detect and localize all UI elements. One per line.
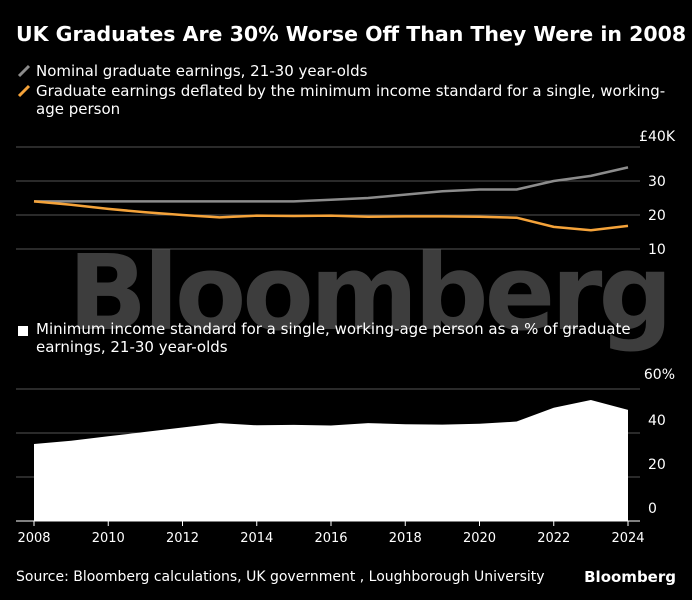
bottom-y-tick-label: 0: [648, 501, 657, 517]
legend-label-deflated: Graduate earnings deflated by the minimu…: [36, 82, 666, 118]
legend-label-nominal: Nominal graduate earnings, 21-30 year-ol…: [36, 62, 368, 80]
x-tick-label: 2012: [166, 531, 199, 546]
brand-logo: Bloomberg: [584, 568, 676, 586]
top-y-tick-label: 20: [648, 208, 666, 224]
legend-swatch-deflated: [17, 84, 31, 98]
legend-item-mis-share: Minimum income standard for a single, wo…: [16, 320, 656, 356]
x-tick-label: 2010: [92, 531, 125, 546]
deflated-earnings-line: [33, 200, 629, 232]
bottom-y-tick-label: 20: [648, 457, 666, 473]
legend-label-mis-share: Minimum income standard for a single, wo…: [36, 320, 631, 356]
x-tick-label: 2016: [314, 531, 347, 546]
top-y-tick-label: 30: [648, 174, 666, 190]
nominal-earnings-line: [34, 166, 629, 203]
chart-title: UK Graduates Are 30% Worse Off Than They…: [16, 22, 687, 46]
top-y-tick-label: 10: [648, 242, 666, 258]
source-note: Source: Bloomberg calculations, UK gover…: [16, 569, 545, 585]
legend-item-nominal: Nominal graduate earnings, 21-30 year-ol…: [16, 62, 666, 80]
legend-swatch-mis-share: [18, 326, 28, 336]
legend-swatch-nominal: [17, 64, 31, 78]
mis-share-area: [34, 400, 628, 521]
x-tick-label: 2020: [463, 531, 496, 546]
legend-item-deflated: Graduate earnings deflated by the minimu…: [16, 82, 666, 118]
x-tick-label: 2014: [240, 531, 273, 546]
bottom-y-tick-label: 40: [648, 413, 666, 429]
x-tick-label: 2024: [611, 531, 644, 546]
x-tick-label: 2008: [17, 531, 50, 546]
top-y-tick-label: £40K: [639, 129, 676, 145]
x-tick-label: 2018: [389, 531, 422, 546]
x-tick-label: 2022: [537, 531, 570, 546]
bottom-y-tick-label: 60%: [644, 367, 675, 383]
bloomberg-watermark: Bloomberg: [68, 232, 673, 354]
